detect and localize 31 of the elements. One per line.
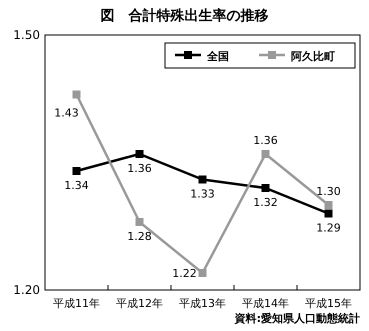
point xyxy=(72,90,80,98)
x-tick-label: 平成12年 xyxy=(116,297,163,310)
point xyxy=(72,167,80,175)
data-label: 1.30 xyxy=(316,185,341,198)
point xyxy=(198,269,206,277)
y-tick-label: 1.20 xyxy=(13,283,40,297)
y-tick-label: 1.50 xyxy=(13,28,40,42)
point xyxy=(136,150,144,158)
point xyxy=(262,184,270,192)
point xyxy=(198,176,206,184)
data-label: 1.29 xyxy=(316,222,341,234)
point xyxy=(324,210,332,218)
data-label: 1.36 xyxy=(253,134,278,147)
data-label: 1.28 xyxy=(127,230,152,243)
data-label: 1.33 xyxy=(190,188,215,200)
x-tick-label: 平成11年 xyxy=(53,297,100,310)
point xyxy=(324,201,332,209)
legend-label: 全国 xyxy=(206,50,229,63)
point xyxy=(136,218,144,226)
data-label: 1.34 xyxy=(64,179,89,192)
x-tick-label: 平成13年 xyxy=(179,297,226,310)
x-tick-label: 平成14年 xyxy=(242,297,289,310)
data-label: 1.36 xyxy=(127,162,152,175)
data-label: 1.32 xyxy=(253,196,278,209)
x-tick-label: 平成15年 xyxy=(305,297,352,310)
text: 資料:愛知県人口動態統計 xyxy=(234,312,360,325)
chart-title: 図 合計特殊出生率の推移 xyxy=(100,7,268,24)
legend-label: 阿久比町 xyxy=(291,50,335,63)
point xyxy=(262,150,270,158)
data-label: 1.43 xyxy=(54,106,79,120)
data-label: 1.22 xyxy=(172,267,197,280)
